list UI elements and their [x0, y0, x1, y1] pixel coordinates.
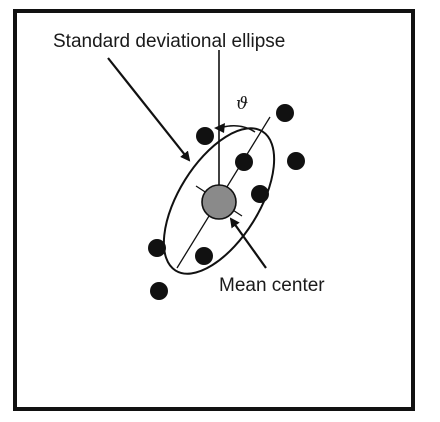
point — [150, 282, 168, 300]
points-group — [148, 104, 305, 300]
angle-label: ϑ — [236, 94, 248, 114]
point — [235, 153, 253, 171]
mean-center-label-arrow — [229, 217, 267, 269]
mean-center-label: Mean center — [219, 275, 325, 296]
point — [148, 239, 166, 257]
ellipse-label-arrow — [107, 57, 191, 162]
point — [276, 104, 294, 122]
point — [196, 127, 214, 145]
point — [287, 152, 305, 170]
point — [195, 247, 213, 265]
frame-border — [13, 9, 415, 411]
point — [251, 185, 269, 203]
standard-deviational-ellipse — [162, 127, 276, 275]
mean-center-marker — [201, 184, 237, 220]
ellipse-label: Standard deviational ellipse — [53, 31, 285, 52]
angle-arc-arrowhead — [214, 123, 225, 133]
